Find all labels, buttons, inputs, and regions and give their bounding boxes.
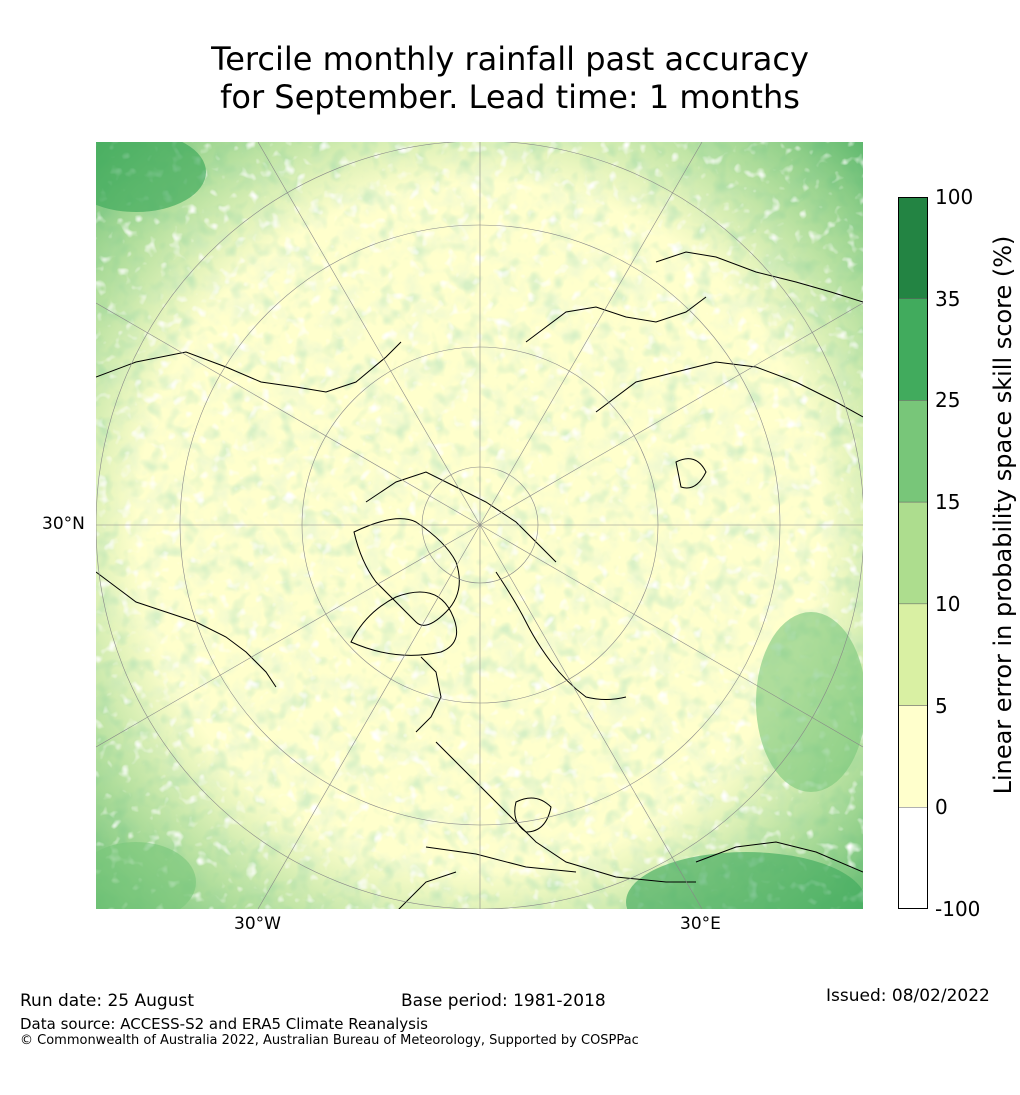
graticule-lon-10 [479,302,863,526]
colorbar-swatch [897,807,929,910]
graticule-lon-9 [96,302,481,526]
skill-patch-se [626,852,863,909]
coast-greenland [350,591,458,656]
coast-arctic-islands [365,471,557,563]
chart-title: Tercile monthly rainfall past accuracy f… [0,40,1020,116]
colorbar-tick-label: 0 [935,795,948,820]
colorbar-tick-label: 5 [935,693,948,718]
graticule-lon-7 [257,524,481,909]
colorbar-swatch [897,501,929,605]
colorbar-swatch [897,705,929,808]
base-period: Base period: 1981-2018 [401,991,606,1011]
colorbar-swatch [897,603,929,706]
colorbar-swatches [897,196,929,910]
colorbar-tick-label: 100 [935,185,974,209]
lat-label-30n: 30°N [42,514,85,534]
colorbar-swatch [897,298,929,401]
colorbar-frame [898,197,928,909]
lon-label-30w: 30°W [234,914,281,934]
issued-date: Issued: 08/02/2022 [826,986,990,1006]
skill-patch-sw [96,842,196,909]
graticule-lon-6 [479,142,703,526]
coast-scandinavia [495,571,627,700]
title-line-2: for September. Lead time: 1 months [220,78,800,116]
coast-caspian [695,841,863,873]
colorbar-tick-label: 10 [935,591,961,616]
colorbar-tick-label: 15 [935,490,961,515]
data-source: Data source: ACCESS-S2 and ERA5 Climate … [20,1015,428,1033]
coast-alaska [96,341,402,393]
colorbar-tick-label: 35 [935,286,961,311]
coast-baikal [675,458,707,489]
coast-mediterranean [425,846,577,873]
coast-taymyr [525,296,707,343]
graticule [96,142,863,909]
graticule-lon-12 [479,524,863,748]
map-canvas [96,142,863,909]
copyright: © Commonwealth of Australia 2022, Austra… [20,1033,639,1048]
coast-kamchatka [655,251,863,303]
coast-siberia [595,361,863,418]
colorbar-tick-label: -100 [935,897,981,921]
graticule-lon-11 [96,524,481,748]
coast-british-isles [514,797,552,833]
graticule-lon-5 [257,142,481,526]
graticule-lon-8 [479,524,703,909]
coast-iceland [415,656,442,733]
colorbar-label: Linear error in probability space skill … [989,235,1017,795]
title-line-1: Tercile monthly rainfall past accuracy [211,40,809,78]
colorbar [897,196,929,910]
colorbar-tick-label: 25 [935,388,961,413]
lon-label-30e: 30°E [680,914,721,934]
skill-patch-nw [96,142,206,212]
skill-patch-asia [756,612,863,792]
coast-hudson [353,518,460,626]
run-date: Run date: 25 August [20,991,194,1011]
colorbar-swatch [897,400,929,503]
polar-skill-map [96,142,863,909]
colorbar-swatch [897,196,929,299]
